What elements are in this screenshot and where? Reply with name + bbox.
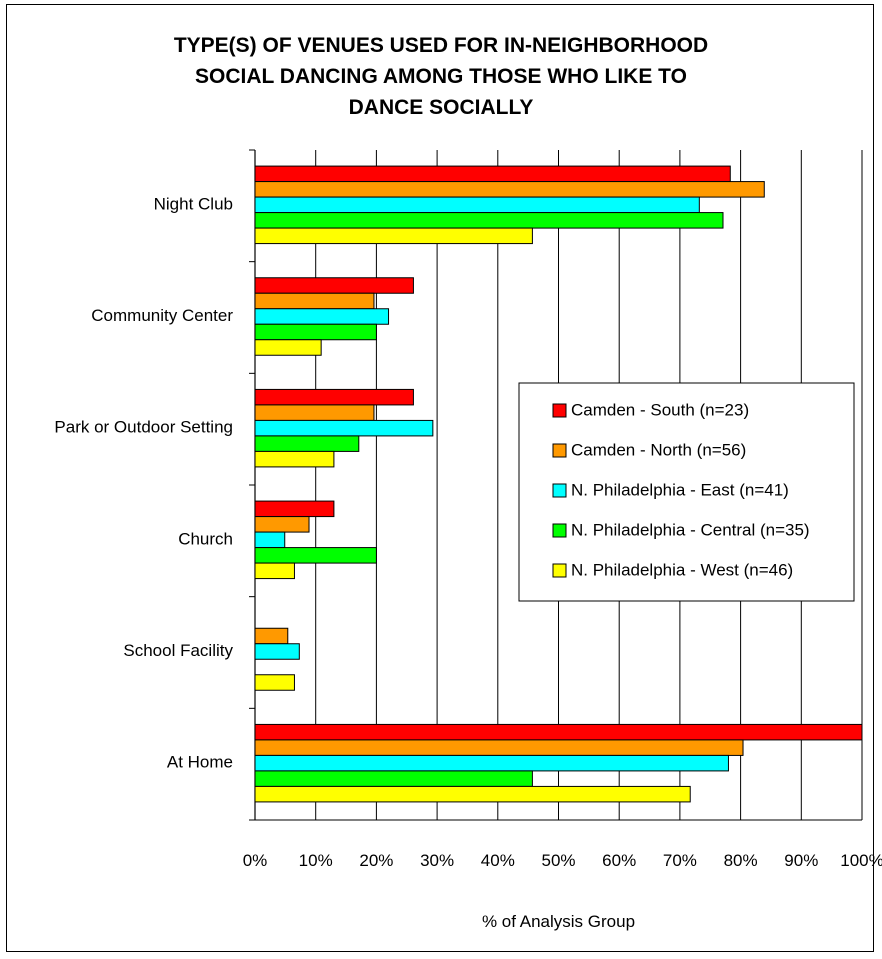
x-tick-label: 60% [602, 851, 636, 870]
bar [254, 516, 310, 533]
legend-swatch [552, 483, 567, 498]
x-tick-label: 30% [420, 851, 454, 870]
x-tick-label: 0% [243, 851, 268, 870]
category-label: Park or Outdoor Setting [54, 418, 233, 437]
bar [254, 562, 295, 580]
x-tick-label: 20% [359, 851, 393, 870]
legend-label: Camden - North (n=56) [571, 440, 746, 459]
legend-label: N. Philadelphia - East (n=41) [571, 480, 789, 499]
chart-title-line: TYPE(S) OF VENUES USED FOR IN-NEIGHBORHO… [173, 34, 709, 57]
category-label: Church [178, 529, 233, 548]
x-tick-label: 100% [840, 851, 882, 870]
chart-title-line: SOCIAL DANCING AMONG THOSE WHO LIKE TO [195, 65, 687, 88]
bar [254, 435, 360, 452]
bar [254, 674, 295, 691]
legend-swatch [552, 523, 567, 538]
bar [254, 450, 335, 468]
x-tick-label: 10% [299, 851, 333, 870]
bar [254, 339, 322, 356]
x-tick-label: 40% [481, 851, 515, 870]
legend-box [518, 382, 855, 602]
x-tick-label: 70% [663, 851, 697, 870]
bar [254, 723, 863, 741]
category-label: Community Center [91, 306, 233, 325]
legend-label: Camden - South (n=23) [571, 400, 749, 419]
legend-swatch [552, 443, 567, 458]
chart-title-line: DANCE SOCIALLY [348, 96, 534, 119]
bar [254, 212, 724, 229]
bar [254, 404, 375, 421]
bar [254, 770, 533, 787]
bar [254, 531, 286, 549]
legend-label: N. Philadelphia - West (n=46) [571, 560, 793, 579]
x-tick-label: 80% [724, 851, 758, 870]
category-label: At Home [167, 753, 233, 772]
bar [254, 547, 377, 564]
x-axis-title: % of Analysis Group [482, 912, 635, 931]
chart-title: TYPE(S) OF VENUES USED FOR IN-NEIGHBORHO… [0, 30, 882, 123]
bar [254, 419, 434, 437]
bar [254, 165, 731, 183]
category-label: School Facility [123, 641, 233, 660]
bar [254, 627, 289, 645]
bar [254, 292, 375, 310]
bar [254, 500, 335, 518]
legend-swatch [552, 403, 567, 418]
bar [254, 754, 729, 772]
bar [254, 308, 390, 325]
bar [254, 739, 744, 756]
bar [254, 181, 765, 198]
bar [254, 643, 300, 660]
bar [254, 323, 377, 341]
bar [254, 388, 414, 406]
legend-label: N. Philadelphia - Central (n=35) [571, 520, 810, 539]
bar [254, 227, 533, 245]
x-tick-label: 90% [784, 851, 818, 870]
bar [254, 196, 700, 214]
legend-swatch [552, 563, 567, 578]
bar [254, 277, 414, 294]
x-tick-label: 50% [541, 851, 575, 870]
bar [254, 785, 691, 803]
category-label: Night Club [154, 194, 233, 213]
